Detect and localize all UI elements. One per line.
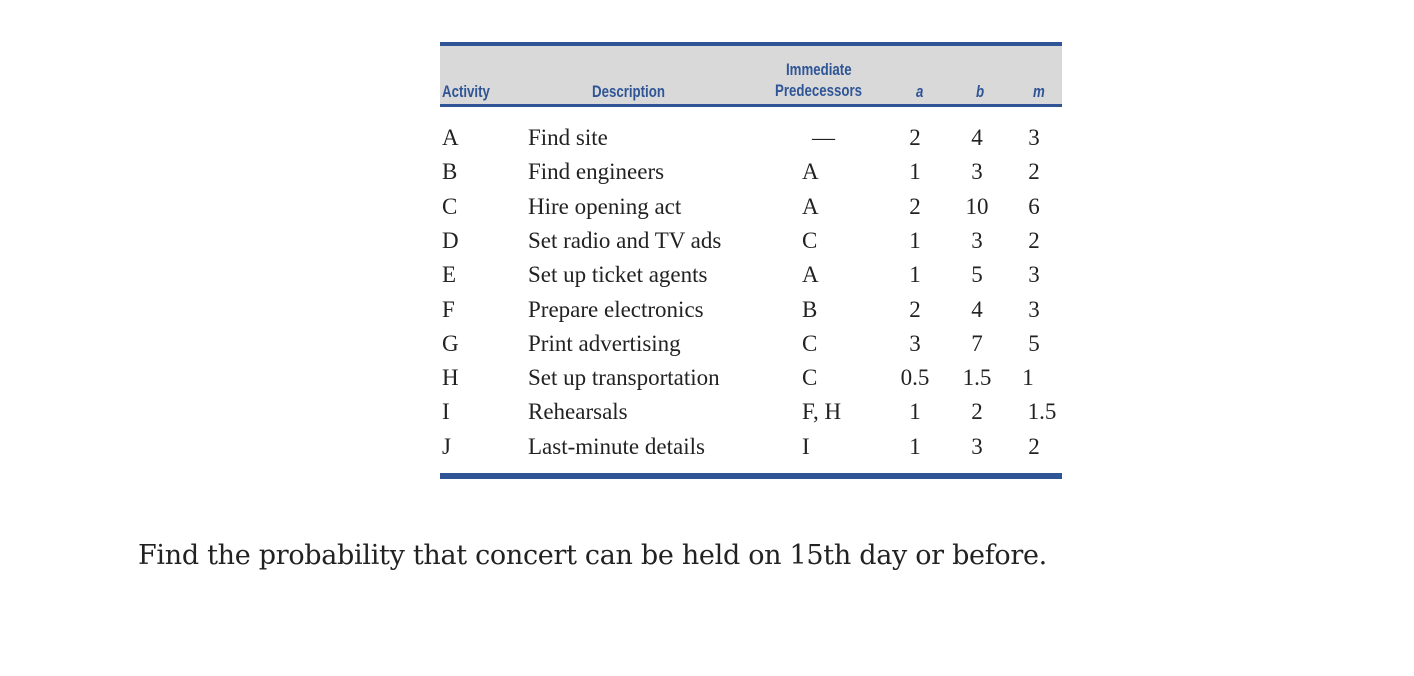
cell-activity: E: [442, 262, 457, 287]
cell-a: 1: [909, 262, 921, 287]
header-description: Description: [592, 82, 665, 101]
cell-description: Print advertising: [528, 331, 681, 356]
header-predecessors-line2: Predecessors: [775, 81, 862, 100]
table-row: E Set up ticket agents A 1 5 3: [440, 258, 1062, 292]
cell-activity: G: [442, 331, 459, 356]
cell-m: 1: [1022, 365, 1034, 390]
cell-b: 3: [971, 228, 983, 253]
cell-m: 3: [1028, 262, 1040, 287]
cell-activity: B: [442, 159, 458, 184]
cell-description: Prepare electronics: [528, 297, 704, 322]
cell-m: 5: [1028, 331, 1040, 356]
cell-a: 2: [909, 297, 921, 322]
cell-predecessors: A: [802, 262, 819, 287]
table-header: Activity Description Immediate Predecess…: [440, 46, 1062, 104]
cell-predecessors: A: [802, 159, 819, 184]
cell-predecessors: C: [802, 331, 818, 356]
cell-m: 3: [1028, 125, 1040, 150]
cell-a: 1: [909, 399, 921, 424]
table-row: D Set radio and TV ads C 1 3 2: [440, 224, 1062, 258]
cell-a: 2: [909, 125, 921, 150]
table-row: F Prepare electronics B 2 4 3: [440, 293, 1062, 327]
cell-predecessors: A: [802, 194, 819, 219]
header-m: m: [1033, 82, 1045, 101]
cell-m: 6: [1028, 194, 1040, 219]
table-top-rule: [440, 42, 1062, 46]
cell-description: Last-minute details: [528, 434, 705, 459]
cell-activity: A: [442, 125, 459, 150]
cell-predecessors: B: [802, 297, 818, 322]
table-row: G Print advertising C 3 7 5: [440, 327, 1062, 361]
activity-table: Activity Description Immediate Predecess…: [440, 42, 1062, 479]
cell-b: 4: [971, 125, 983, 150]
cell-b: 3: [971, 434, 983, 459]
cell-predecessors: —: [812, 125, 835, 150]
cell-predecessors: C: [802, 228, 818, 253]
cell-a: 2: [909, 194, 921, 219]
cell-a: 1: [909, 228, 921, 253]
cell-activity: J: [442, 434, 451, 459]
header-a: a: [916, 82, 924, 101]
cell-b: 2: [971, 399, 983, 424]
header-activity: Activity: [442, 82, 490, 101]
cell-m: 2: [1028, 434, 1040, 459]
table-row: A Find site — 2 4 3: [440, 121, 1062, 155]
cell-description: Find engineers: [528, 159, 665, 184]
table-row: I Rehearsals F, H 1 2 1.5: [440, 395, 1062, 429]
cell-m: 1.5: [1027, 399, 1057, 424]
cell-m: 2: [1028, 228, 1040, 253]
cell-a: 1: [909, 434, 921, 459]
cell-a: 1: [909, 159, 921, 184]
cell-b: 3: [971, 159, 983, 184]
cell-a: 3: [909, 331, 921, 356]
cell-description: Find site: [528, 125, 608, 150]
question-text: Find the probability that concert can be…: [138, 540, 1047, 571]
table-bottom-rule: [440, 473, 1062, 479]
cell-m: 2: [1028, 159, 1040, 184]
table-header-rule: [440, 104, 1062, 107]
cell-predecessors: C: [802, 365, 818, 390]
table-row: J Last-minute details I 1 3 2: [440, 430, 1062, 464]
cell-m: 3: [1028, 297, 1040, 322]
cell-activity: D: [442, 228, 459, 253]
cell-b: 7: [971, 331, 983, 356]
cell-b: 10: [965, 194, 989, 219]
table-row: B Find engineers A 1 3 2: [440, 155, 1062, 189]
cell-description: Set radio and TV ads: [528, 228, 722, 253]
cell-activity: H: [442, 365, 459, 390]
cell-b: 5: [971, 262, 983, 287]
cell-description: Set up ticket agents: [528, 262, 708, 287]
table-row: H Set up transportation C 0.5 1.5 1: [440, 361, 1062, 395]
cell-description: Rehearsals: [528, 399, 628, 424]
cell-a: 0.5: [900, 365, 930, 390]
cell-b: 1.5: [962, 365, 992, 390]
table-row: C Hire opening act A 2 10 6: [440, 190, 1062, 224]
header-b: b: [976, 82, 985, 101]
table-body: A Find site — 2 4 3 B Find engineers A 1…: [440, 107, 1062, 473]
cell-activity: F: [442, 297, 455, 322]
cell-activity: I: [442, 399, 450, 424]
cell-activity: C: [442, 194, 458, 219]
cell-predecessors: I: [802, 434, 810, 459]
cell-b: 4: [971, 297, 983, 322]
header-predecessors-line1: Immediate: [786, 60, 852, 79]
cell-predecessors: F, H: [802, 399, 842, 424]
cell-description: Set up transportation: [528, 365, 720, 390]
cell-description: Hire opening act: [528, 194, 682, 219]
